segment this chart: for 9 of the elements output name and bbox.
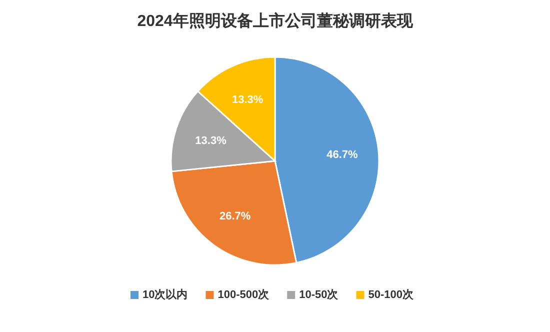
legend-label: 10-50次 bbox=[299, 289, 340, 301]
data-label: 46.7% bbox=[326, 149, 358, 162]
data-label: 13.3% bbox=[232, 94, 264, 106]
chart-title: 2024年照明设备上市公司董秘调研表现 bbox=[137, 12, 414, 30]
legend-label: 10次以内 bbox=[142, 288, 188, 301]
legend-label: 100-500次 bbox=[218, 289, 270, 301]
data-label: 13.3% bbox=[195, 134, 227, 147]
data-label: 26.7% bbox=[219, 210, 251, 223]
legend-label: 50-100次 bbox=[368, 289, 414, 301]
